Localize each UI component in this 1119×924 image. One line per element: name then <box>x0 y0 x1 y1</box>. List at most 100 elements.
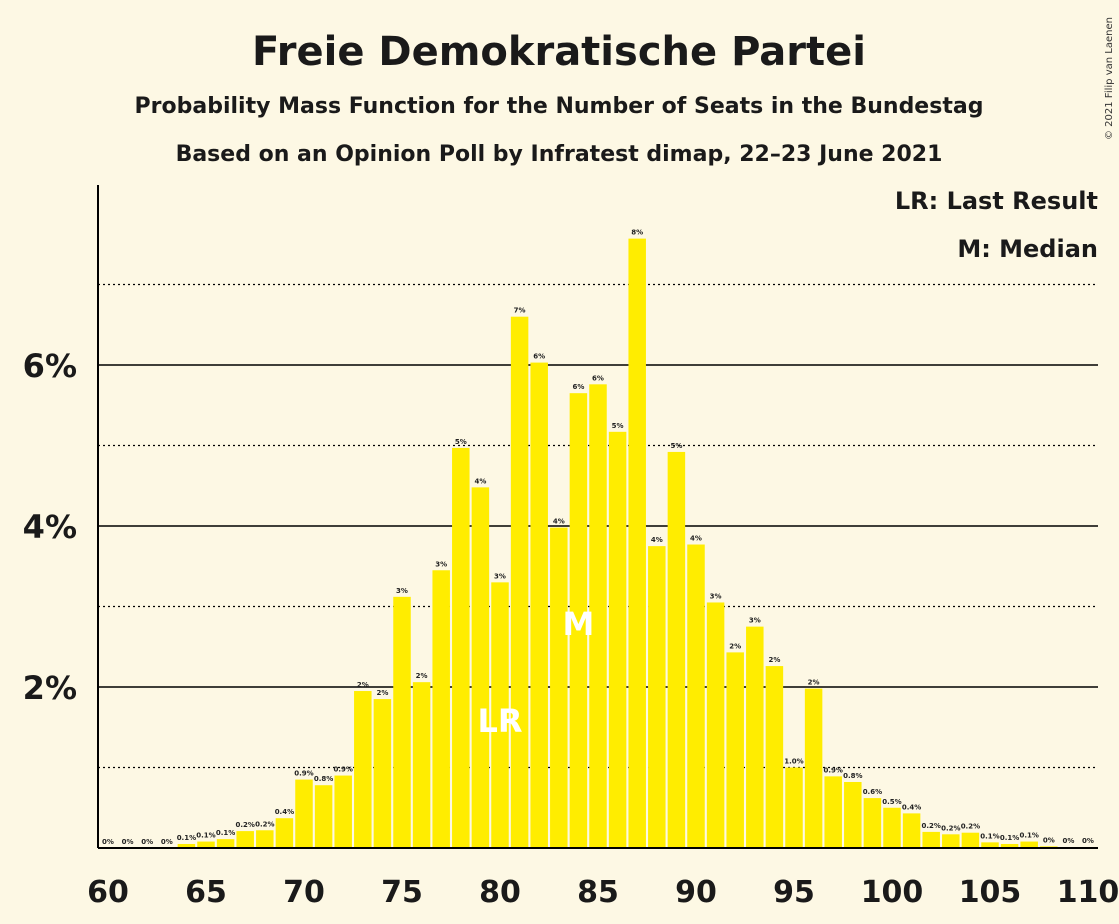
bar-label-87: 8% <box>631 229 643 237</box>
bar-73 <box>354 691 372 848</box>
bar-100 <box>883 807 901 848</box>
axes <box>97 185 1098 849</box>
bar-label-89: 5% <box>670 442 682 450</box>
bar-70 <box>295 779 313 848</box>
bar-101 <box>902 813 921 848</box>
y-tick-2%: 2% <box>23 669 77 707</box>
bar-label-104: 0.2% <box>961 823 980 831</box>
x-tick-110: 110 <box>1057 875 1119 910</box>
bar-90 <box>687 544 705 848</box>
x-tick-labels: 60 65 70 75 80 85 90 95 100 105 110 <box>87 875 1119 910</box>
bar-107 <box>1020 841 1038 848</box>
bar-104 <box>961 832 980 848</box>
chart-subtitle-source: Based on an Opinion Poll by Infratest di… <box>176 142 943 167</box>
bar-82 <box>530 362 548 848</box>
bar-67 <box>236 831 254 848</box>
bar-label-97: 0.9% <box>823 766 842 774</box>
bar-label-63: 0% <box>161 838 173 846</box>
y-tick-6%: 6% <box>23 347 77 385</box>
bar-69 <box>275 818 294 848</box>
bar-68 <box>256 830 274 848</box>
bar-label-109: 0% <box>1062 837 1074 845</box>
bar-label-64: 0.1% <box>177 834 196 842</box>
bar-value-labels: 0% 0% 0% 0%0.1% 0.1% 0.1%0.2% 0.2%0.4%0.9%0.8%… <box>102 229 1094 846</box>
bar-85 <box>589 384 607 848</box>
x-tick-75: 75 <box>381 875 423 910</box>
bar-label-68: 0.2% <box>255 820 274 828</box>
bar-65 <box>197 841 215 848</box>
bar-label-95: 1.0% <box>784 758 803 766</box>
legend-last-result: LR: Last Result <box>895 187 1098 215</box>
bar-74 <box>373 699 392 848</box>
bar-99 <box>863 798 882 848</box>
bar-label-110: 0% <box>1082 837 1094 845</box>
bar-label-103: 0.2% <box>941 824 960 832</box>
bar-89 <box>667 451 686 848</box>
bar-88 <box>648 546 666 848</box>
bar-label-84: 6% <box>572 383 584 391</box>
bar-label-82: 6% <box>533 353 545 361</box>
bar-84 <box>569 393 588 848</box>
bar-64 <box>177 843 196 848</box>
bar-78 <box>452 447 470 848</box>
bar-label-105: 0.1% <box>980 832 999 840</box>
bar-label-70: 0.9% <box>294 770 313 778</box>
bar-103 <box>942 834 960 848</box>
bar-106 <box>1000 843 1019 848</box>
bar-label-101: 0.4% <box>902 803 921 811</box>
bar-98 <box>844 781 862 848</box>
copyright-notice: © 2021 Filip van Laenen <box>1104 17 1115 140</box>
last-result-marker: LR <box>477 702 522 740</box>
bar-label-80: 3% <box>494 572 506 580</box>
y-tick-labels: 2% 4% 6% <box>23 347 77 707</box>
result-markers: LR M <box>477 605 594 740</box>
chart-title: Freie Demokratische Partei <box>252 29 866 75</box>
x-tick-105: 105 <box>959 875 1022 910</box>
bar-label-88: 4% <box>651 536 663 544</box>
x-tick-70: 70 <box>283 875 325 910</box>
bar-label-106: 0.1% <box>1000 834 1019 842</box>
x-tick-80: 80 <box>479 875 521 910</box>
bar-80 <box>491 582 509 848</box>
bar-86 <box>608 431 627 848</box>
bar-label-75: 3% <box>396 587 408 595</box>
bar-label-81: 7% <box>514 307 526 315</box>
x-tick-65: 65 <box>185 875 227 910</box>
bar-label-76: 2% <box>416 672 428 680</box>
bar-label-79: 4% <box>474 477 486 485</box>
bar-label-78: 5% <box>455 438 467 446</box>
bar-label-90: 4% <box>690 535 702 543</box>
bar-label-102: 0.2% <box>921 822 940 830</box>
bar-105 <box>981 842 999 848</box>
bar-label-96: 2% <box>808 679 820 687</box>
x-tick-95: 95 <box>773 875 815 910</box>
chart-subtitle: Probability Mass Function for the Number… <box>135 94 984 119</box>
bar-label-67: 0.2% <box>235 821 254 829</box>
bar-label-108: 0% <box>1043 836 1055 844</box>
bar-label-71: 0.8% <box>314 775 333 783</box>
bar-label-93: 3% <box>749 617 761 625</box>
x-tick-85: 85 <box>577 875 619 910</box>
bar-label-62: 0% <box>141 838 153 846</box>
bar-95 <box>785 767 803 848</box>
bar-label-69: 0.4% <box>275 808 294 816</box>
bar-label-73: 2% <box>357 681 369 689</box>
bar-label-107: 0.1% <box>1019 832 1038 840</box>
bar-75 <box>393 596 411 848</box>
bar-label-65: 0.1% <box>196 832 215 840</box>
bar-label-99: 0.6% <box>863 788 882 796</box>
median-marker: M <box>562 605 594 643</box>
bar-76 <box>412 682 431 848</box>
bars <box>177 238 1097 849</box>
bar-label-72: 0.9% <box>333 766 352 774</box>
bar-91 <box>706 602 725 848</box>
bar-label-86: 5% <box>612 422 624 430</box>
bar-79 <box>471 487 490 848</box>
bar-96 <box>804 688 823 848</box>
bar-label-92: 2% <box>729 642 741 650</box>
bar-77 <box>432 570 450 848</box>
bar-label-98: 0.8% <box>843 772 862 780</box>
bar-97 <box>824 776 842 848</box>
bar-71 <box>314 785 333 848</box>
